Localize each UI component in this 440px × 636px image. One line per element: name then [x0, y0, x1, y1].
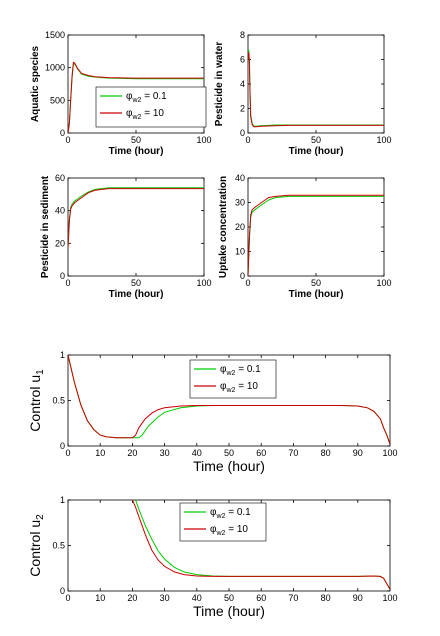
x-tick-label: 10 [95, 448, 105, 458]
y-tick-label: 0.5 [52, 541, 65, 551]
y-axis-label: Aquatic species [30, 45, 41, 122]
x-tick-label: 60 [256, 448, 266, 458]
x-tick-label: 100 [196, 135, 211, 145]
legend-box [179, 502, 267, 542]
y-tick-label: 0 [240, 271, 245, 281]
y-tick-label: 60 [55, 173, 65, 183]
legend-label: φw2 = 10 [210, 524, 248, 537]
x-tick-label: 30 [160, 593, 170, 603]
x-tick-label: 40 [192, 593, 202, 603]
x-tick-label: 0 [65, 593, 70, 603]
y-tick-label: 1500 [45, 30, 65, 40]
x-tick-label: 100 [382, 593, 397, 603]
x-tick-label: 50 [311, 278, 321, 288]
x-tick-label: 20 [127, 448, 137, 458]
chart-3: 0 50 100 0 20 40 60 Time (hour) Pesticide in sed… [40, 173, 212, 300]
legend-box [95, 86, 207, 128]
x-tick-label: 50 [131, 278, 141, 288]
chart-5: 0 10 20 30 40 50 60 70 80 90 100 0 0.5 1 Time (hour) Co… [27, 350, 398, 474]
y-tick-label: 0 [60, 271, 65, 281]
x-axis-label: Time (hour) [289, 146, 344, 157]
series-line-phi-10 [68, 61, 204, 133]
x-tick-label: 40 [192, 448, 202, 458]
y-tick-label: 6 [240, 55, 245, 65]
y-tick-label: 0.5 [52, 396, 65, 406]
x-axis-label: Time (hour) [109, 146, 164, 157]
y-tick-label: 4 [240, 79, 245, 89]
y-tick-label: 1000 [45, 63, 65, 73]
x-tick-label: 50 [131, 135, 141, 145]
x-tick-label: 80 [321, 448, 331, 458]
x-axis-label: Time (hour) [109, 289, 164, 300]
plot-area [247, 34, 385, 134]
y-tick-label: 30 [235, 198, 245, 208]
x-tick-label: 0 [65, 278, 70, 288]
legend: φw2 = 0.1 φw2 = 10 [189, 359, 277, 399]
x-tick-label: 0 [65, 135, 70, 145]
legend-label: φw2 = 0.1 [126, 91, 167, 104]
y-tick-label: 0 [60, 128, 65, 138]
x-tick-label: 50 [224, 448, 234, 458]
y-tick-label: 20 [55, 238, 65, 248]
x-tick-label: 100 [376, 278, 391, 288]
y-tick-label: 40 [235, 173, 245, 183]
x-tick-label: 0 [245, 278, 250, 288]
x-tick-label: 100 [376, 135, 391, 145]
series-line-phi-0-1 [68, 187, 204, 249]
y-axis-label: Control u2 [27, 514, 46, 577]
x-axis-label: Time (hour) [289, 289, 344, 300]
x-axis-label: Time (hour) [193, 603, 265, 619]
chart-4: 0 50 100 0 10 20 30 40 Time (hour) Uptake concent… [218, 173, 392, 300]
series-line-phi-10 [68, 188, 204, 249]
chart-2: 0 50 100 0 2 4 6 8 Time (hour) Pesticide in water [214, 30, 392, 157]
x-tick-label: 70 [288, 593, 298, 603]
x-tick-label: 70 [288, 448, 298, 458]
y-tick-label: 10 [235, 247, 245, 257]
y-tick-label: 500 [50, 95, 65, 105]
x-tick-label: 90 [353, 448, 363, 458]
x-tick-label: 10 [95, 593, 105, 603]
y-tick-label: 0 [60, 441, 65, 451]
y-tick-label: 1 [60, 350, 65, 360]
legend: φw2 = 0.1 φw2 = 10 [179, 502, 267, 542]
y-tick-label: 0 [60, 586, 65, 596]
x-tick-label: 20 [127, 593, 137, 603]
y-axis-label: Control u1 [27, 369, 46, 432]
x-tick-label: 100 [382, 448, 397, 458]
legend: φw2 = 0.1 φw2 = 10 [95, 86, 207, 128]
x-tick-label: 80 [321, 593, 331, 603]
legend-label: φw2 = 10 [220, 381, 258, 394]
x-tick-label: 90 [353, 593, 363, 603]
x-tick-label: 0 [245, 135, 250, 145]
x-tick-label: 100 [196, 278, 211, 288]
y-tick-label: 40 [55, 206, 65, 216]
x-tick-label: 50 [311, 135, 321, 145]
y-axis-label: Pesticide in sediment [40, 175, 51, 278]
series-line-phi-10 [248, 52, 384, 128]
x-tick-label: 30 [160, 448, 170, 458]
y-tick-label: 8 [240, 30, 245, 40]
x-tick-label: 60 [256, 593, 266, 603]
x-axis-label: Time (hour) [193, 458, 265, 474]
plot-area [247, 177, 385, 277]
y-tick-label: 2 [240, 104, 245, 114]
x-tick-label: 0 [65, 448, 70, 458]
y-tick-label: 1 [60, 495, 65, 505]
y-tick-label: 0 [240, 128, 245, 138]
legend-label: φw2 = 10 [126, 108, 164, 121]
chart-6: 0 10 20 30 40 50 60 70 80 90 100 0 0.5 1 Time (hour) Co… [27, 495, 398, 619]
legend-label: φw2 = 0.1 [210, 507, 251, 520]
y-axis-label: Pesticide in water [214, 42, 225, 127]
series-line-phi-10 [248, 194, 384, 276]
legend-label: φw2 = 0.1 [220, 364, 261, 377]
series-line-phi-10 [131, 500, 390, 590]
y-axis-label: Uptake concentration [218, 176, 229, 278]
series-line-phi-10 [68, 355, 390, 445]
y-tick-label: 20 [235, 222, 245, 232]
x-tick-label: 50 [224, 593, 234, 603]
legend-box [189, 359, 277, 399]
